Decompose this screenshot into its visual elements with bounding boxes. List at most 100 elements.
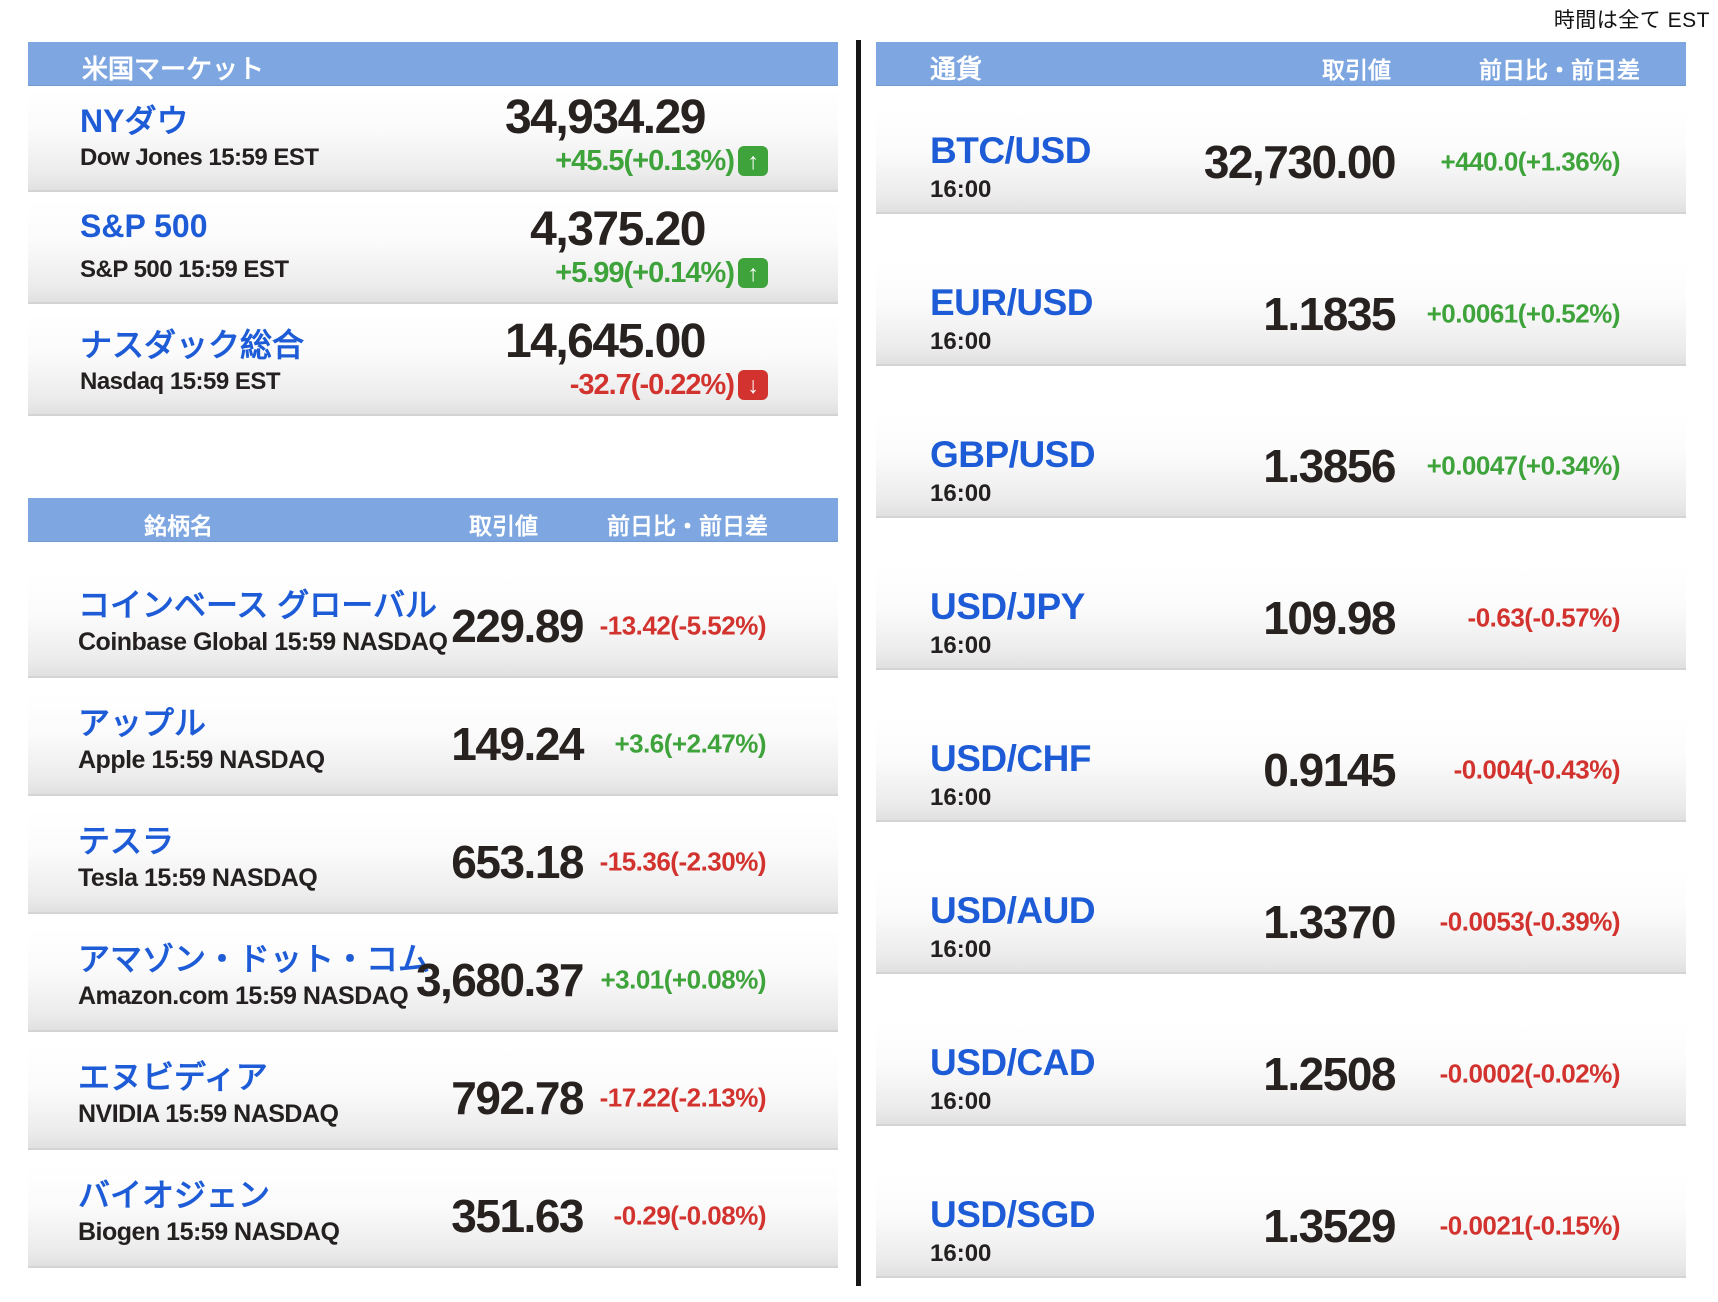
stock-name[interactable]: テスラ xyxy=(78,823,175,859)
currency-row: EUR/USD 16:00 1.1835 +0.0061(+0.52%) xyxy=(876,262,1686,366)
stock-row: アマゾン・ドット・コム Amazon.com 15:59 NASDAQ 3,68… xyxy=(28,928,838,1032)
index-change: +45.5(+0.13%) ↑ xyxy=(555,144,768,178)
currency-pair[interactable]: EUR/USD xyxy=(930,282,1094,323)
stock-name[interactable]: アマゾン・ドット・コム xyxy=(78,941,431,977)
index-change: +5.99(+0.14%) ↑ xyxy=(555,256,768,290)
currency-change-text: -0.0053(-0.39%) xyxy=(1439,906,1621,937)
currency-change: +0.0047(+0.34%) xyxy=(1426,450,1621,482)
stocks-col-price: 取引値 xyxy=(469,513,538,539)
down-arrow-icon: ↓ xyxy=(738,370,768,400)
currency-change-text: -0.63(-0.57%) xyxy=(1467,602,1621,633)
stocks-header-bar: 銘柄名 取引値 前日比・前日差 xyxy=(28,498,838,542)
index-value: 34,934.29 xyxy=(504,91,707,144)
stock-subtitle: Amazon.com 15:59 NASDAQ xyxy=(78,982,409,1010)
currency-row: BTC/USD 16:00 32,730.00 +440.0(+1.36%) xyxy=(876,110,1686,214)
index-row: NYダウ Dow Jones 15:59 EST 34,934.29 +45.5… xyxy=(28,88,838,192)
currency-pair[interactable]: BTC/USD xyxy=(930,130,1091,171)
currency-time: 16:00 xyxy=(930,784,992,811)
up-arrow-icon: ↑ xyxy=(738,258,768,288)
currency-time: 16:00 xyxy=(930,480,992,507)
stock-change: -0.29(-0.08%) xyxy=(613,1200,767,1232)
index-value: 14,645.00 xyxy=(504,315,707,368)
currency-value: 0.9145 xyxy=(1263,744,1396,796)
index-change-text: +5.99(+0.14%) xyxy=(555,256,735,289)
currency-value: 1.3529 xyxy=(1263,1200,1396,1252)
currency-change-text: +440.0(+1.36%) xyxy=(1440,146,1621,177)
panel-divider xyxy=(856,40,861,1286)
index-subtitle: Nasdaq 15:59 EST xyxy=(80,368,281,395)
currency-row: GBP/USD 16:00 1.3856 +0.0047(+0.34%) xyxy=(876,414,1686,518)
index-list: NYダウ Dow Jones 15:59 EST 34,934.29 +45.5… xyxy=(28,88,838,424)
index-change-text: +45.5(+0.13%) xyxy=(555,144,735,177)
currency-value: 109.98 xyxy=(1263,592,1396,644)
stock-change-text: -17.22(-2.13%) xyxy=(599,1082,767,1113)
currency-change-text: -0.0021(-0.15%) xyxy=(1439,1210,1621,1241)
stock-name[interactable]: バイオジェン xyxy=(78,1177,271,1213)
currency-value: 1.3856 xyxy=(1263,440,1396,492)
currency-pair[interactable]: USD/CHF xyxy=(930,738,1091,779)
stock-name[interactable]: アップル xyxy=(78,705,207,741)
currency-time: 16:00 xyxy=(930,1088,992,1115)
currency-change-text: +0.0047(+0.34%) xyxy=(1426,450,1621,481)
stock-change: -17.22(-2.13%) xyxy=(599,1082,767,1114)
currency-value: 1.3370 xyxy=(1263,896,1396,948)
up-arrow-icon: ↑ xyxy=(738,146,768,176)
index-change: -32.7(-0.22%) ↓ xyxy=(570,368,768,402)
stock-change-text: -15.36(-2.30%) xyxy=(599,846,767,877)
currency-time: 16:00 xyxy=(930,1240,992,1267)
currency-col-change: 前日比・前日差 xyxy=(1479,57,1640,83)
currency-change-text: -0.0002(-0.02%) xyxy=(1439,1058,1621,1089)
stock-name[interactable]: コインベース グローバル xyxy=(78,587,437,623)
stock-subtitle: Coinbase Global 15:59 NASDAQ xyxy=(78,628,448,656)
stock-change-text: -13.42(-5.52%) xyxy=(599,610,767,641)
stock-value: 3,680.37 xyxy=(415,954,585,1006)
currency-value: 1.1835 xyxy=(1263,288,1396,340)
stock-change-text: -0.29(-0.08%) xyxy=(613,1200,767,1231)
currency-value: 32,730.00 xyxy=(1203,136,1397,188)
stock-row: コインベース グローバル Coinbase Global 15:59 NASDA… xyxy=(28,574,838,678)
currency-pair[interactable]: USD/SGD xyxy=(930,1194,1096,1235)
currency-change: +0.0061(+0.52%) xyxy=(1426,298,1621,330)
stock-subtitle: NVIDIA 15:59 NASDAQ xyxy=(78,1100,339,1128)
index-subtitle: S&P 500 15:59 EST xyxy=(80,256,289,283)
stock-change-text: +3.01(+0.08%) xyxy=(600,964,766,995)
index-subtitle: Dow Jones 15:59 EST xyxy=(80,144,319,171)
index-name[interactable]: NYダウ xyxy=(80,103,189,139)
currency-row: USD/AUD 16:00 1.3370 -0.0053(-0.39%) xyxy=(876,870,1686,974)
stock-name[interactable]: エヌビディア xyxy=(78,1059,268,1095)
index-change-text: -32.7(-0.22%) xyxy=(569,368,735,401)
currency-change: -0.0053(-0.39%) xyxy=(1439,906,1621,938)
stock-value: 653.18 xyxy=(451,836,584,888)
currency-pair[interactable]: USD/CAD xyxy=(930,1042,1096,1083)
stock-value: 351.63 xyxy=(451,1190,584,1242)
currency-change: +440.0(+1.36%) xyxy=(1440,146,1621,178)
currency-pair[interactable]: GBP/USD xyxy=(930,434,1096,475)
currency-pair[interactable]: USD/JPY xyxy=(930,586,1085,627)
index-name[interactable]: S&P 500 xyxy=(80,208,208,244)
stock-subtitle: Apple 15:59 NASDAQ xyxy=(78,746,325,774)
currency-time: 16:00 xyxy=(930,632,992,659)
currency-value: 1.2508 xyxy=(1263,1048,1396,1100)
currency-title: 通貨 xyxy=(930,54,983,84)
stock-value: 792.78 xyxy=(451,1072,584,1124)
stock-row: テスラ Tesla 15:59 NASDAQ 653.18 -15.36(-2.… xyxy=(28,810,838,914)
currency-change: -0.004(-0.43%) xyxy=(1453,754,1621,786)
index-value: 4,375.20 xyxy=(530,203,706,256)
currency-row: USD/JPY 16:00 109.98 -0.63(-0.57%) xyxy=(876,566,1686,670)
stock-row: バイオジェン Biogen 15:59 NASDAQ 351.63 -0.29(… xyxy=(28,1164,838,1268)
stock-subtitle: Biogen 15:59 NASDAQ xyxy=(78,1218,340,1246)
stocks-col-change: 前日比・前日差 xyxy=(607,513,768,539)
stock-change: +3.6(+2.47%) xyxy=(614,729,766,760)
index-row: ナスダック総合 Nasdaq 15:59 EST 14,645.00 -32.7… xyxy=(28,312,838,416)
currency-col-price: 取引値 xyxy=(1322,57,1391,83)
us-market-title: 米国マーケット xyxy=(82,54,265,84)
currency-change-text: +0.0061(+0.52%) xyxy=(1426,298,1621,329)
currency-change-text: -0.004(-0.43%) xyxy=(1453,754,1621,785)
index-name[interactable]: ナスダック総合 xyxy=(80,327,305,363)
currency-pair[interactable]: USD/AUD xyxy=(930,890,1096,931)
stock-row: アップル Apple 15:59 NASDAQ 149.24 +3.6(+2.4… xyxy=(28,692,838,796)
currency-row: USD/CHF 16:00 0.9145 -0.004(-0.43%) xyxy=(876,718,1686,822)
index-row: S&P 500 S&P 500 15:59 EST 4,375.20 +5.99… xyxy=(28,200,838,304)
stock-value: 149.24 xyxy=(451,718,584,770)
